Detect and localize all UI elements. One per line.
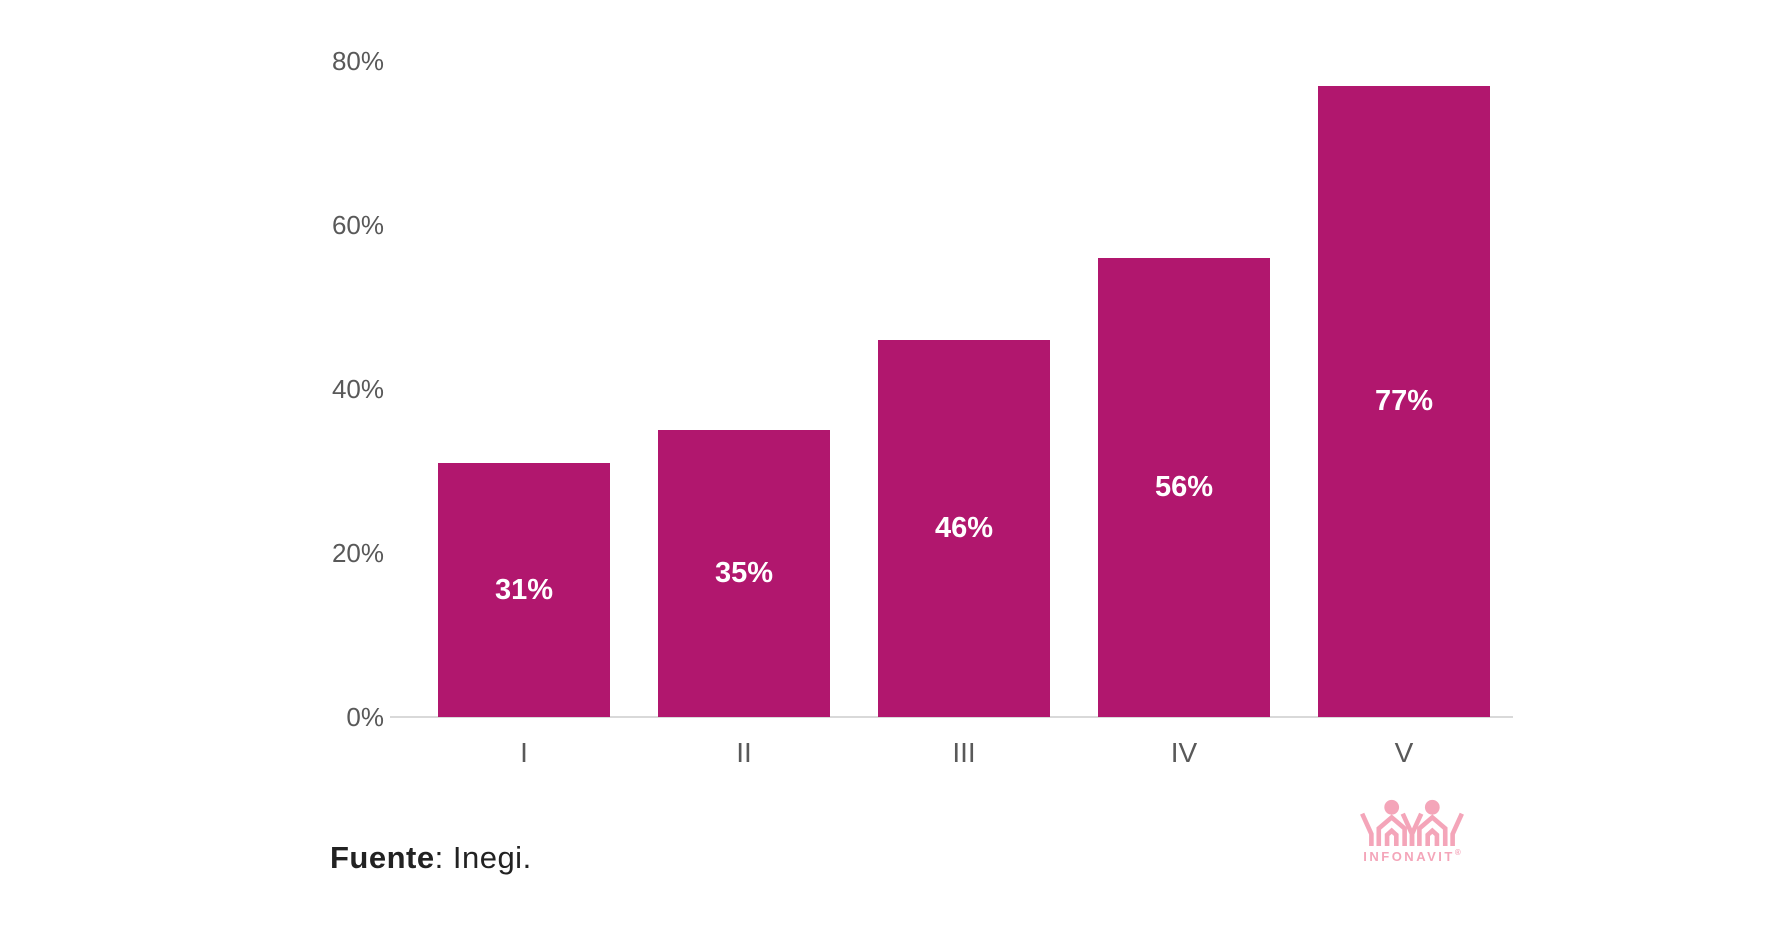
y-tick-label-40%: 40%: [331, 374, 384, 404]
x-tick-label-V: V: [1394, 737, 1414, 768]
y-tick-label-0%: 0%: [346, 702, 384, 732]
trademark-symbol: ®: [1454, 848, 1461, 857]
bar-IV: 56%: [1098, 258, 1270, 717]
bar-value-label-II: 35%: [714, 557, 774, 589]
bar-V: 77%: [1318, 86, 1490, 717]
bar-III: 46%: [878, 340, 1050, 717]
bar-II: 35%: [658, 430, 830, 717]
x-tick-label-IV: IV: [1170, 737, 1198, 768]
source-label: Fuente: [330, 840, 435, 875]
source-value: : Inegi.: [434, 840, 532, 875]
infonavit-logo-icon: [1354, 798, 1470, 846]
x-tick-label-I: I: [520, 737, 528, 768]
infonavit-logo-text: INFONAVIT®: [1354, 848, 1470, 864]
bar-value-label-IV: 56%: [1154, 471, 1214, 503]
bar-value-label-V: 77%: [1374, 385, 1434, 417]
x-tick-label-III: III: [952, 737, 976, 768]
infonavit-logo: INFONAVIT®: [1354, 798, 1470, 864]
bar-value-label-III: 46%: [934, 512, 994, 544]
x-tick-label-II: II: [736, 737, 752, 768]
bar-value-label-I: 31%: [494, 573, 554, 606]
infonavit-wordmark: INFONAVIT: [1363, 849, 1455, 864]
source-note: Fuente: Inegi.: [330, 840, 532, 876]
y-tick-label-80%: 80%: [331, 46, 384, 76]
y-tick-label-20%: 20%: [331, 538, 384, 568]
bar-I: 31%: [438, 463, 610, 717]
y-tick-label-60%: 60%: [331, 210, 384, 240]
x-axis-line: [390, 716, 1513, 718]
